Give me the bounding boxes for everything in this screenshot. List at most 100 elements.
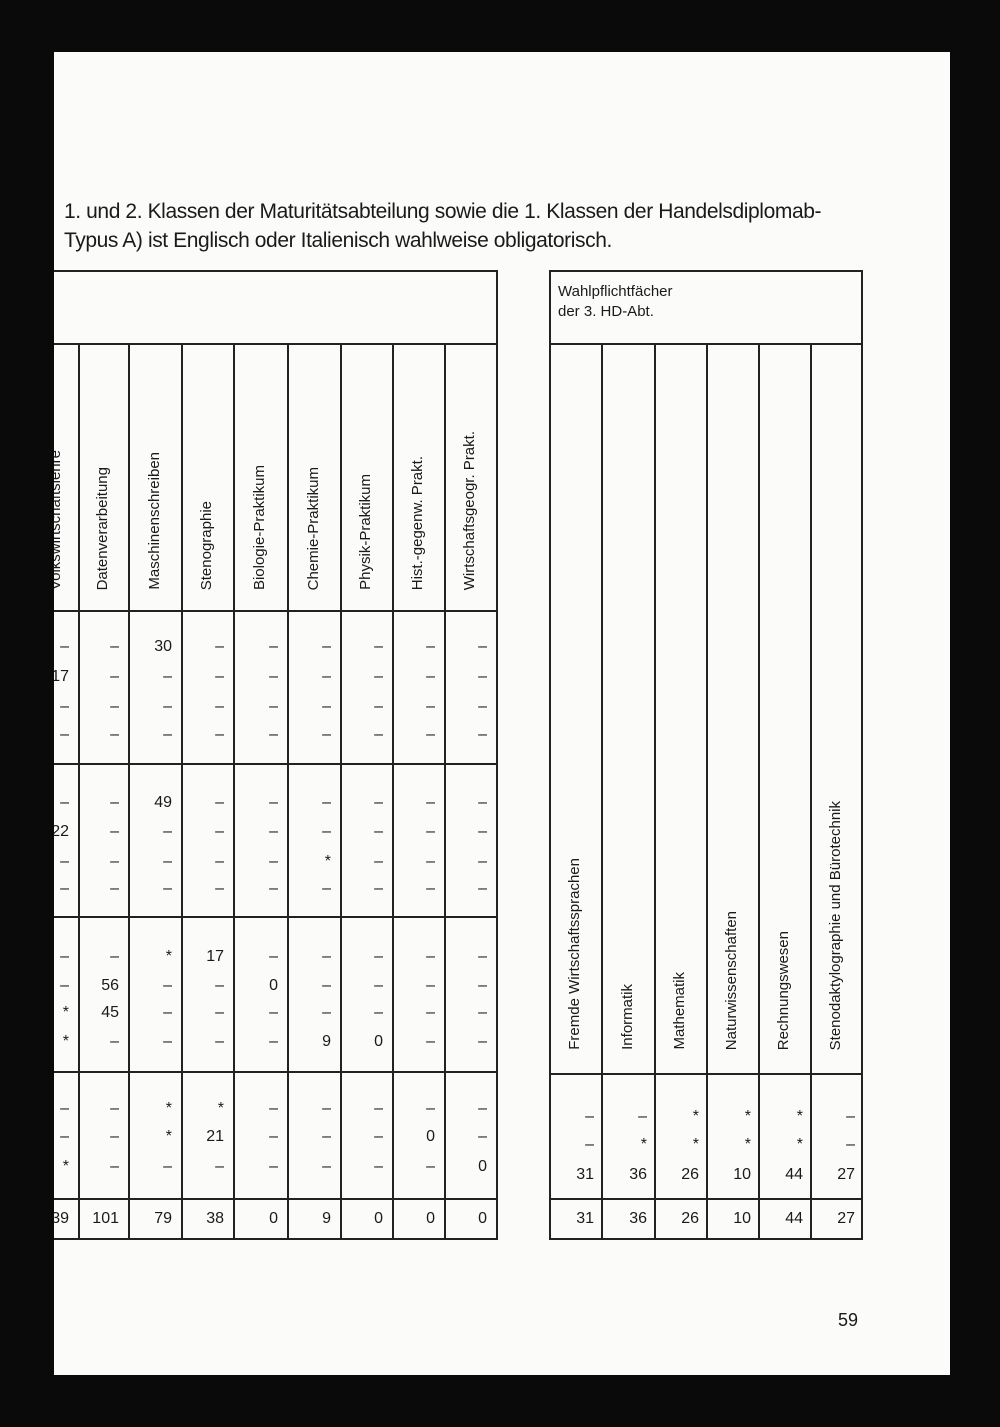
table-cell: * (324, 853, 331, 870)
table-cell: * (62, 1158, 69, 1175)
table-cell: – (426, 1158, 435, 1175)
row-divider (54, 343, 498, 345)
table-cell: * (217, 1100, 224, 1117)
row-divider (54, 610, 498, 612)
intro-line-1: 1. und 2. Klassen der Maturitätsabteilun… (64, 200, 822, 223)
table-cell: – (426, 698, 435, 715)
table-cell: – (110, 880, 119, 897)
wahlpflicht-header-line2: der 3. HD-Abt. (558, 303, 654, 320)
table-cell: – (269, 853, 278, 870)
table-cell: – (163, 823, 172, 840)
table-cell: – (478, 977, 487, 994)
table-cell: – (426, 977, 435, 994)
table-cell: – (110, 1128, 119, 1145)
table-cell: – (163, 853, 172, 870)
column-divider (287, 343, 289, 1240)
table-cell: – (426, 726, 435, 743)
table-cell: – (163, 698, 172, 715)
table-cell: – (215, 794, 224, 811)
table-cell: – (478, 668, 487, 685)
total-cell: 36 (629, 1210, 647, 1227)
table-cell: – (322, 1004, 331, 1021)
table-cell: – (269, 948, 278, 965)
column-header: Informatik (618, 984, 636, 1050)
table-cell: – (322, 977, 331, 994)
table-cell: * (796, 1136, 803, 1153)
column-divider (78, 343, 80, 1240)
table-cell: – (478, 1100, 487, 1117)
table-cell: 0 (426, 1128, 435, 1145)
row-divider (54, 1071, 498, 1073)
table-cell: – (374, 880, 383, 897)
table-cell: 22 (54, 823, 69, 840)
wahlpflicht-header-line1: Wahlpflichtfächer (558, 283, 673, 300)
table-cell: – (426, 1033, 435, 1050)
table-cell: – (269, 698, 278, 715)
table-cell: – (215, 1033, 224, 1050)
table-cell: – (322, 948, 331, 965)
table-cell: * (692, 1136, 699, 1153)
table-cell: – (269, 1004, 278, 1021)
row-divider (54, 1238, 498, 1240)
table-cell: – (215, 1004, 224, 1021)
table-cell: – (60, 853, 69, 870)
column-header: Hist.-gegenw. Prakt. (409, 455, 426, 590)
table-cell: – (374, 638, 383, 655)
table-cell: 45 (101, 1004, 119, 1021)
table-cell: – (374, 698, 383, 715)
table-cell: 17 (54, 668, 69, 685)
table-cell: 0 (374, 1033, 383, 1050)
table-cell: – (269, 1128, 278, 1145)
table-cell: – (215, 698, 224, 715)
table-cell: – (322, 698, 331, 715)
table-cell: – (374, 726, 383, 743)
row-divider (54, 1198, 498, 1200)
table-cell: – (110, 1033, 119, 1050)
table-cell: – (478, 1033, 487, 1050)
table-cell: – (215, 726, 224, 743)
table-cell: – (60, 1128, 69, 1145)
table-border (549, 270, 551, 1240)
intro-line-2: Typus A) ist Englisch oder Italienisch w… (64, 229, 612, 252)
table-cell: – (426, 1004, 435, 1021)
table-cell: – (374, 853, 383, 870)
table-cell: – (60, 794, 69, 811)
table-cell: – (374, 1100, 383, 1117)
table-cell: – (322, 1100, 331, 1117)
table-cell: * (692, 1108, 699, 1125)
table-cell: – (478, 726, 487, 743)
total-cell: 31 (576, 1210, 594, 1227)
table-cell: – (846, 1136, 855, 1153)
table-cell: – (374, 948, 383, 965)
table-cell: – (374, 1158, 383, 1175)
table-cell: – (215, 823, 224, 840)
table-cell: – (163, 1158, 172, 1175)
column-divider (444, 343, 446, 1240)
table-cell: – (269, 1033, 278, 1050)
column-header: Biologie-Praktikum (251, 464, 268, 590)
table-cell: * (62, 1004, 69, 1021)
table-cell: – (269, 1100, 278, 1117)
table-cell: – (110, 1100, 119, 1117)
table-cell: – (478, 638, 487, 655)
table-cell: – (110, 698, 119, 715)
column-header: Rechnungswesen (775, 930, 792, 1050)
table-cell: 10 (733, 1166, 751, 1183)
table-cell: – (322, 638, 331, 655)
column-header: Mathematik (671, 972, 688, 1050)
table-cell: – (426, 948, 435, 965)
table-cell: – (215, 977, 224, 994)
table-cell: – (215, 638, 224, 655)
table-cell: – (215, 1158, 224, 1175)
table-cell: * (62, 1033, 69, 1050)
table-cell: – (322, 880, 331, 897)
table-cell: – (110, 794, 119, 811)
table-cell: – (60, 698, 69, 715)
table-cell: – (110, 726, 119, 743)
table-cell: * (165, 948, 172, 965)
table-cell: – (322, 726, 331, 743)
table-cell: 26 (681, 1166, 699, 1183)
column-divider (601, 343, 603, 1240)
table-cell: – (374, 794, 383, 811)
column-divider (181, 343, 183, 1240)
